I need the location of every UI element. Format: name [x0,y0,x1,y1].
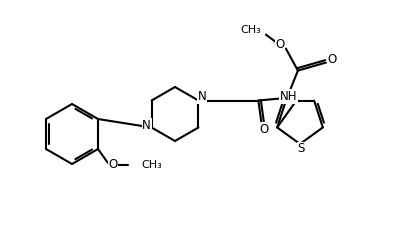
Text: N: N [198,90,207,103]
Text: CH₃: CH₃ [240,25,261,35]
Text: O: O [109,159,118,172]
Text: S: S [297,142,305,155]
Text: CH₃: CH₃ [141,160,162,170]
Text: N: N [142,119,151,132]
Text: NH: NH [279,90,297,103]
Text: O: O [260,123,269,136]
Text: O: O [327,53,337,66]
Text: O: O [275,38,284,51]
